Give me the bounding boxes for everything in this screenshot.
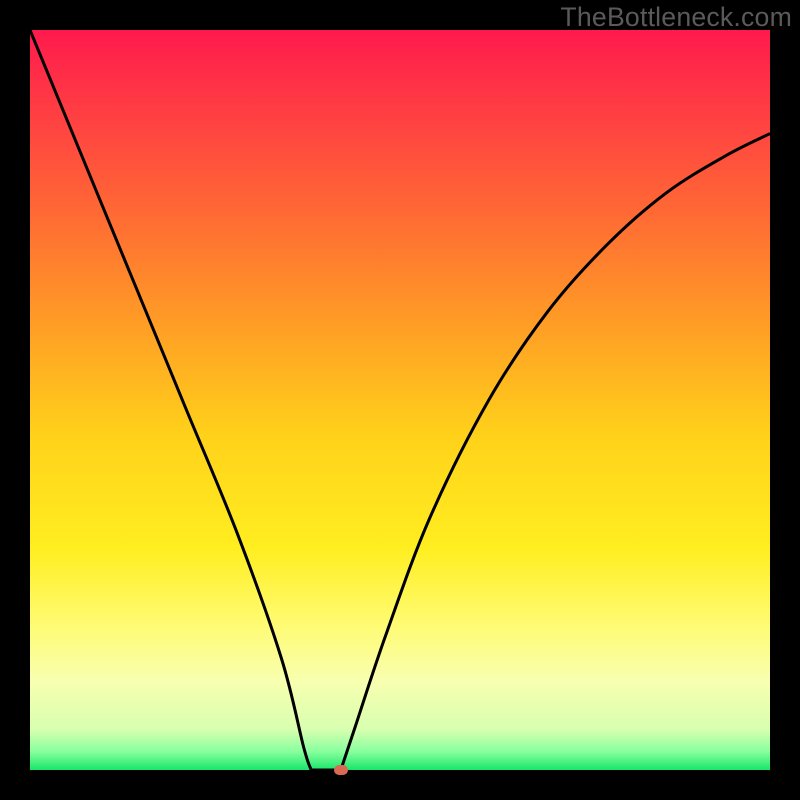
plot-svg bbox=[30, 30, 770, 770]
chart-canvas: TheBottleneck.com bbox=[0, 0, 800, 800]
minimum-marker bbox=[334, 765, 348, 775]
plot-area bbox=[30, 30, 770, 770]
gradient-background bbox=[30, 30, 770, 770]
watermark-text: TheBottleneck.com bbox=[560, 2, 792, 33]
